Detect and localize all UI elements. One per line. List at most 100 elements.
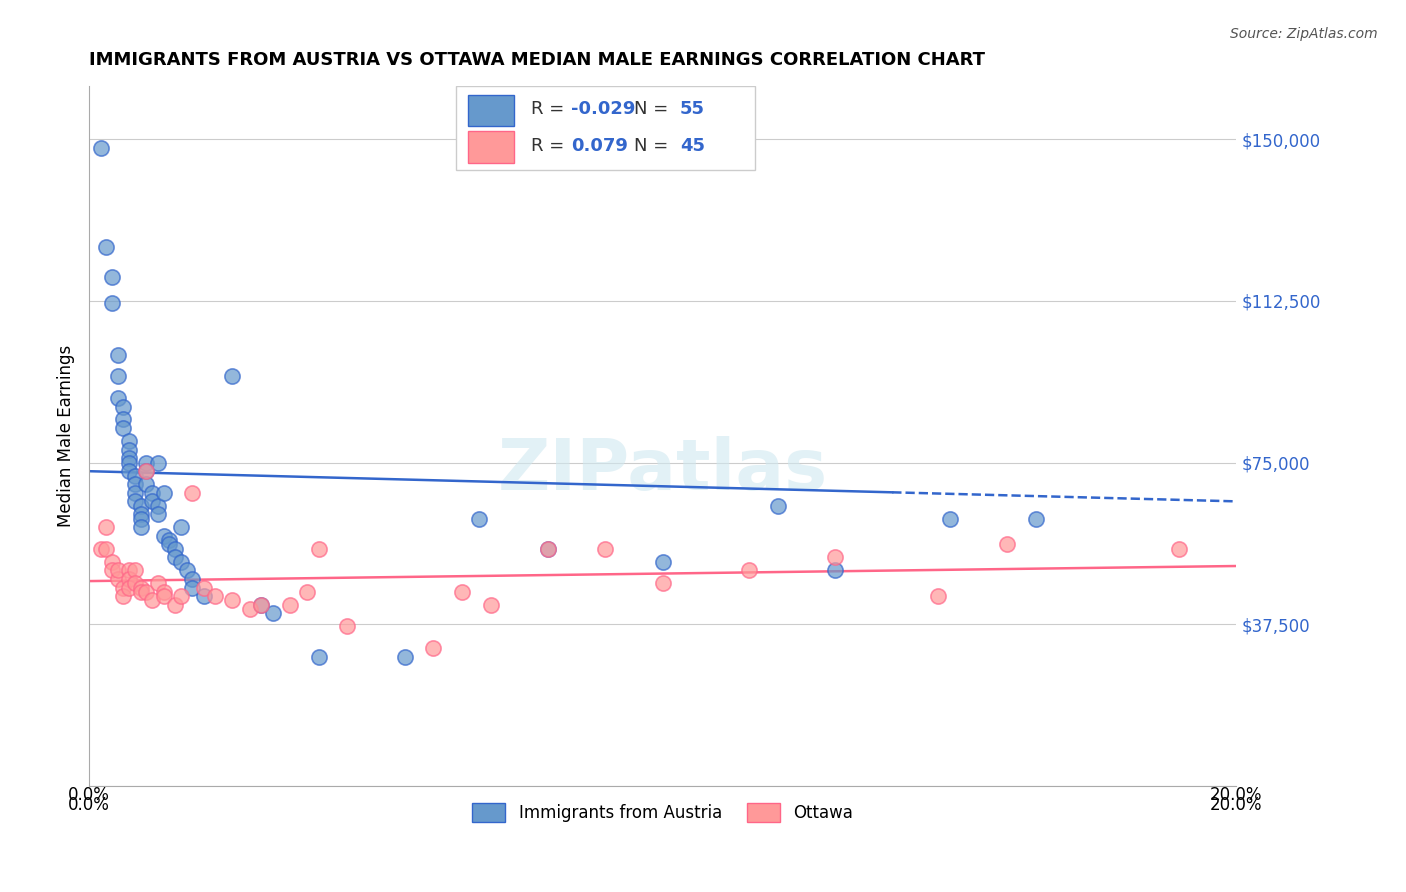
- Point: [262, 607, 284, 621]
- Text: ZIPatlas: ZIPatlas: [498, 436, 828, 505]
- Point: [107, 572, 129, 586]
- Point: [422, 640, 444, 655]
- Point: [938, 511, 960, 525]
- Point: [170, 589, 193, 603]
- Point: [112, 412, 135, 426]
- Point: [204, 589, 226, 603]
- Point: [336, 619, 359, 633]
- Point: [824, 563, 846, 577]
- Point: [118, 563, 141, 577]
- Point: [96, 541, 118, 556]
- Point: [118, 451, 141, 466]
- Point: [124, 576, 146, 591]
- Point: [221, 369, 243, 384]
- Point: [112, 400, 135, 414]
- Point: [1168, 541, 1191, 556]
- Point: [107, 391, 129, 405]
- Point: [141, 494, 163, 508]
- Point: [101, 270, 124, 285]
- Point: [181, 485, 204, 500]
- Legend: Immigrants from Austria, Ottawa: Immigrants from Austria, Ottawa: [460, 791, 865, 833]
- Text: 55: 55: [681, 100, 704, 119]
- Point: [135, 456, 157, 470]
- Point: [479, 598, 502, 612]
- Point: [278, 598, 301, 612]
- Point: [118, 434, 141, 448]
- Point: [124, 485, 146, 500]
- Point: [129, 508, 152, 522]
- Point: [146, 456, 169, 470]
- Point: [135, 585, 157, 599]
- Point: [152, 485, 174, 500]
- Point: [221, 593, 243, 607]
- Point: [250, 598, 273, 612]
- Text: 20.0%: 20.0%: [1211, 786, 1263, 804]
- Point: [118, 464, 141, 478]
- Point: [118, 581, 141, 595]
- Point: [146, 576, 169, 591]
- Point: [112, 589, 135, 603]
- Point: [157, 533, 180, 548]
- Point: [181, 581, 204, 595]
- Point: [124, 468, 146, 483]
- Text: R =: R =: [531, 100, 569, 119]
- Point: [129, 499, 152, 513]
- Point: [170, 520, 193, 534]
- Point: [101, 563, 124, 577]
- Point: [308, 541, 330, 556]
- Point: [141, 485, 163, 500]
- Text: Source: ZipAtlas.com: Source: ZipAtlas.com: [1230, 27, 1378, 41]
- Point: [250, 598, 273, 612]
- Point: [239, 602, 262, 616]
- Point: [90, 141, 112, 155]
- Point: [101, 296, 124, 310]
- Point: [394, 649, 416, 664]
- Point: [165, 598, 187, 612]
- Point: [537, 541, 560, 556]
- Text: N =: N =: [634, 137, 673, 155]
- Point: [927, 589, 949, 603]
- Point: [308, 649, 330, 664]
- Point: [107, 369, 129, 384]
- Point: [595, 541, 617, 556]
- Text: IMMIGRANTS FROM AUSTRIA VS OTTAWA MEDIAN MALE EARNINGS CORRELATION CHART: IMMIGRANTS FROM AUSTRIA VS OTTAWA MEDIAN…: [89, 51, 986, 69]
- Point: [165, 550, 187, 565]
- Point: [157, 537, 180, 551]
- Point: [96, 520, 118, 534]
- Point: [112, 421, 135, 435]
- Point: [90, 541, 112, 556]
- Point: [112, 581, 135, 595]
- Point: [107, 348, 129, 362]
- Point: [766, 499, 789, 513]
- Point: [537, 541, 560, 556]
- Point: [129, 520, 152, 534]
- Point: [146, 508, 169, 522]
- Bar: [468, 131, 513, 162]
- Y-axis label: Median Male Earnings: Median Male Earnings: [58, 344, 75, 527]
- Bar: [468, 95, 513, 126]
- Point: [995, 537, 1018, 551]
- FancyBboxPatch shape: [456, 86, 755, 169]
- Point: [651, 555, 673, 569]
- Point: [118, 572, 141, 586]
- Point: [193, 589, 215, 603]
- Text: R =: R =: [531, 137, 569, 155]
- Point: [135, 464, 157, 478]
- Point: [141, 593, 163, 607]
- Point: [118, 456, 141, 470]
- Point: [152, 589, 174, 603]
- Point: [96, 240, 118, 254]
- Point: [135, 477, 157, 491]
- Point: [181, 572, 204, 586]
- Point: [124, 477, 146, 491]
- Point: [295, 585, 318, 599]
- Point: [129, 585, 152, 599]
- Point: [176, 563, 198, 577]
- Point: [152, 585, 174, 599]
- Point: [124, 494, 146, 508]
- Point: [738, 563, 761, 577]
- Point: [451, 585, 474, 599]
- Text: 45: 45: [681, 137, 704, 155]
- Point: [118, 442, 141, 457]
- Point: [165, 541, 187, 556]
